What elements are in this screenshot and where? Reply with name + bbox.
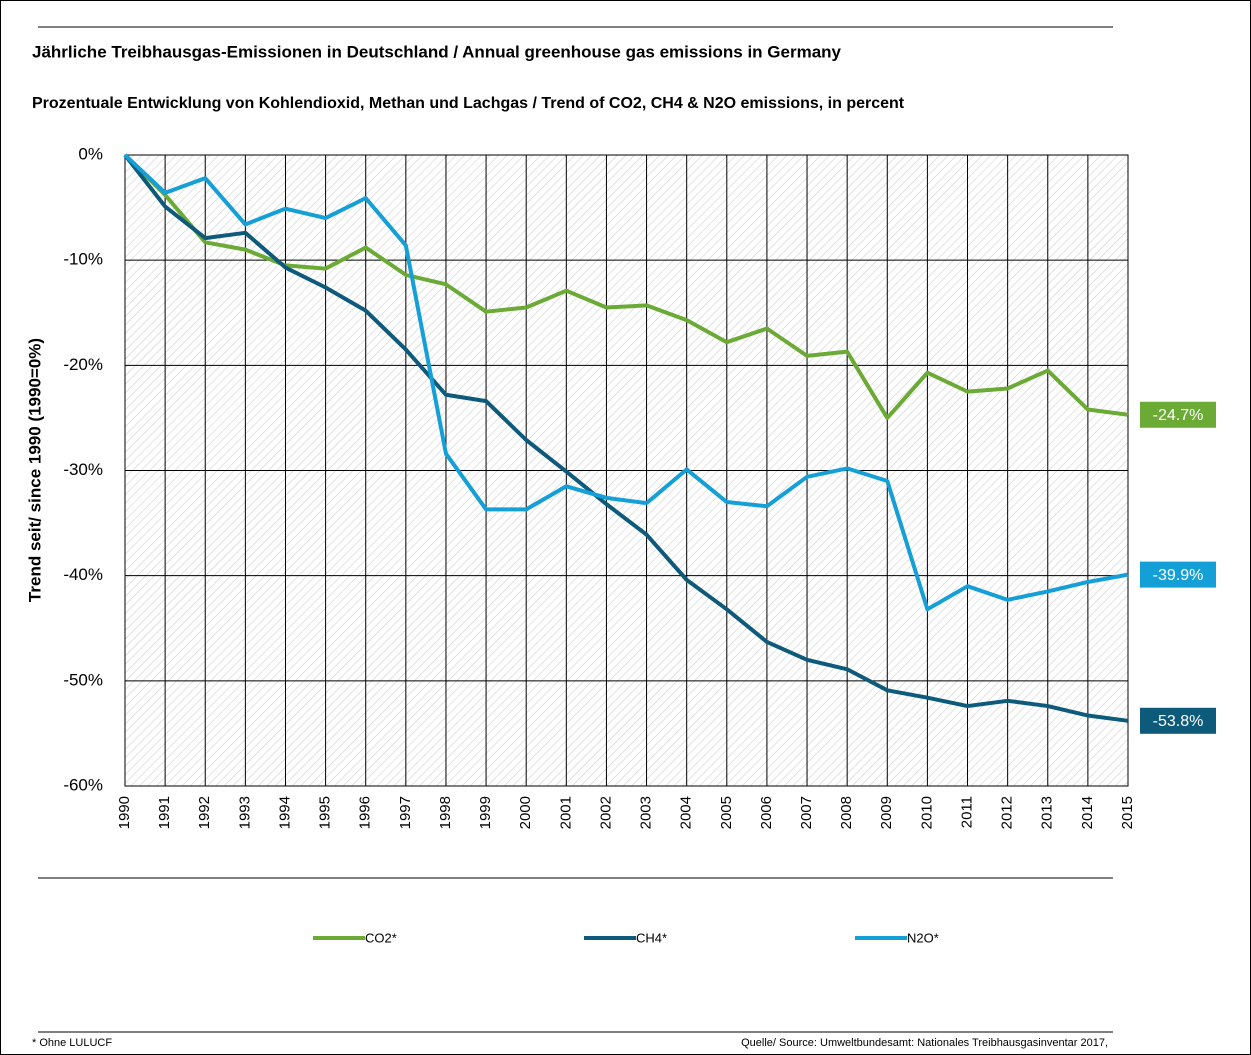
- x-tick-label: 1995: [317, 796, 334, 829]
- plot-border: [124, 154, 1129, 787]
- x-tick-label: 2001: [557, 796, 574, 829]
- footnote: * Ohne LULUCF: [32, 1037, 112, 1049]
- y-tick-label: 0%: [78, 144, 103, 163]
- x-tick-label: 1999: [477, 796, 494, 829]
- x-tick-label: 2005: [718, 796, 735, 829]
- x-tick-label: 1990: [116, 796, 133, 829]
- y-tick-label: -40%: [63, 565, 103, 584]
- y-tick-label: -20%: [63, 355, 103, 374]
- value-label-box: [1140, 707, 1216, 734]
- legend-label: N2O*: [907, 930, 939, 945]
- x-tick-label: 2008: [838, 796, 855, 829]
- x-tick-label: 1991: [156, 796, 173, 829]
- x-tick-label: 2006: [758, 796, 775, 829]
- legend-label: CH4*: [636, 930, 667, 945]
- y-tick-label: -10%: [63, 250, 103, 269]
- x-tick-label: 2002: [597, 796, 614, 829]
- x-tick-label: 1994: [276, 796, 293, 829]
- x-tick-label: 2007: [798, 796, 815, 829]
- x-tick-label: 2010: [918, 796, 935, 829]
- x-tick-label: 1992: [196, 796, 213, 829]
- y-tick-label: -50%: [63, 670, 103, 689]
- series-line: [123, 153, 1129, 420]
- x-tick-label: 1997: [397, 796, 414, 829]
- x-tick-label: 2000: [517, 796, 534, 829]
- value-label-box: [1140, 401, 1216, 428]
- y-tick-label: -60%: [63, 775, 103, 794]
- x-tick-label: 2011: [958, 796, 975, 828]
- chart-title: Jährliche Treibhausgas-Emissionen in Deu…: [32, 42, 842, 61]
- value-label: -53.8%: [1153, 713, 1204, 730]
- x-tick-label: 2009: [878, 796, 895, 829]
- source: Quelle/ Source: Umweltbundesamt: Nationa…: [741, 1037, 1108, 1049]
- series-line: [123, 153, 1129, 723]
- x-tick-label: 2014: [1079, 796, 1096, 829]
- x-tick-label: 2004: [678, 796, 695, 829]
- x-tick-label: 1998: [437, 796, 454, 829]
- chart-subtitle: Prozentuale Entwicklung von Kohlendioxid…: [32, 95, 905, 112]
- series-line: [123, 153, 1129, 612]
- x-tick-label: 1993: [236, 796, 253, 829]
- y-axis-label: Trend seit/ since 1990 (1990=0%): [25, 338, 44, 602]
- value-label-box: [1140, 561, 1216, 588]
- x-tick-label: 2013: [1039, 796, 1056, 829]
- x-tick-label: 2003: [638, 796, 655, 829]
- x-tick-label: 2012: [999, 796, 1016, 829]
- y-tick-label: -30%: [63, 460, 103, 479]
- x-tick-label: 1996: [357, 796, 374, 829]
- value-label: -24.7%: [1153, 407, 1204, 424]
- x-tick-label: 2015: [1119, 796, 1136, 829]
- legend-label: CO2*: [365, 930, 397, 945]
- value-label: -39.9%: [1153, 567, 1204, 584]
